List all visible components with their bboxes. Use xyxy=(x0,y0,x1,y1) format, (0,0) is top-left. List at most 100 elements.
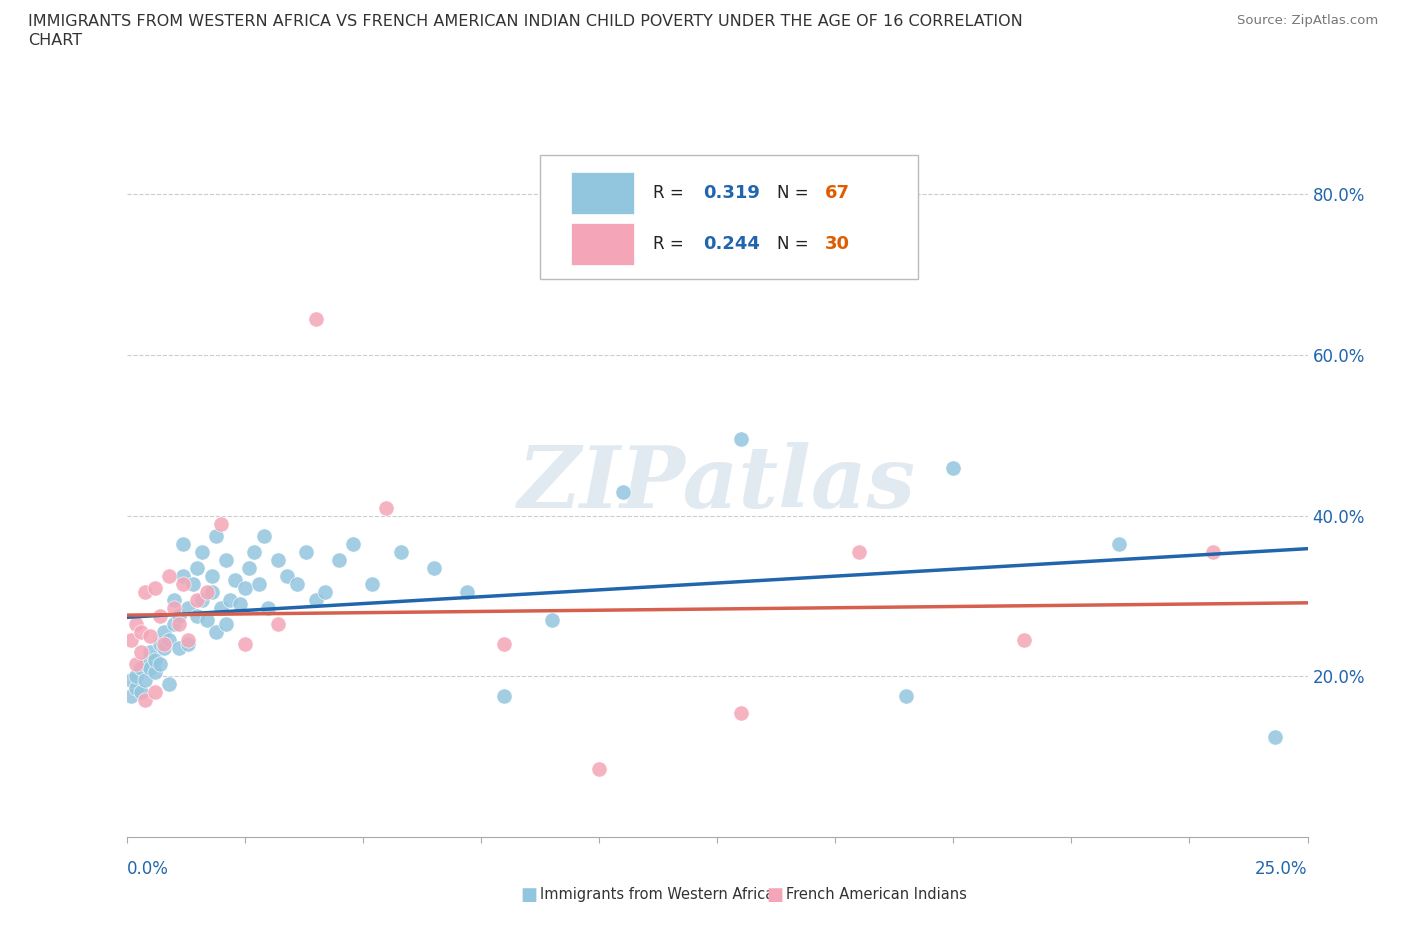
Point xyxy=(1108,537,1130,551)
Point xyxy=(209,516,232,531)
Point xyxy=(191,592,214,607)
Point xyxy=(389,544,412,559)
Point xyxy=(328,552,350,567)
Point xyxy=(157,677,180,692)
Point xyxy=(163,617,186,631)
Point xyxy=(200,585,222,600)
Point xyxy=(172,568,194,583)
Point xyxy=(233,637,256,652)
Point xyxy=(540,613,562,628)
Point xyxy=(157,632,180,647)
Point xyxy=(195,585,218,600)
Point xyxy=(120,673,142,688)
Point xyxy=(120,632,142,647)
Point xyxy=(1202,544,1225,559)
Point xyxy=(153,625,176,640)
Point xyxy=(149,637,172,652)
Point xyxy=(129,644,152,659)
Point xyxy=(125,681,148,696)
Point xyxy=(177,601,200,616)
Point xyxy=(422,561,444,576)
Point xyxy=(134,673,156,688)
Text: R =: R = xyxy=(654,184,689,202)
Point xyxy=(177,632,200,647)
Point xyxy=(172,577,194,591)
Point xyxy=(157,568,180,583)
Text: Source: ZipAtlas.com: Source: ZipAtlas.com xyxy=(1237,14,1378,27)
Point xyxy=(730,432,752,447)
Point xyxy=(172,537,194,551)
Text: R =: R = xyxy=(654,235,689,253)
Point xyxy=(143,653,166,668)
Point xyxy=(129,661,152,676)
Point xyxy=(139,644,162,659)
Text: 0.319: 0.319 xyxy=(703,184,759,202)
Text: CHART: CHART xyxy=(28,33,82,47)
Point xyxy=(494,637,516,652)
Point xyxy=(494,689,516,704)
Point xyxy=(233,580,256,595)
Point xyxy=(134,657,156,671)
Point xyxy=(304,592,326,607)
Point xyxy=(125,617,148,631)
Point xyxy=(143,665,166,680)
Point xyxy=(134,585,156,600)
Point xyxy=(730,705,752,720)
Point xyxy=(139,629,162,644)
Point xyxy=(129,625,152,640)
FancyBboxPatch shape xyxy=(540,155,918,279)
Point xyxy=(149,609,172,624)
Point xyxy=(894,689,917,704)
FancyBboxPatch shape xyxy=(571,172,634,214)
Point xyxy=(129,685,152,700)
Point xyxy=(229,597,252,612)
Text: N =: N = xyxy=(778,235,814,253)
Text: 0.0%: 0.0% xyxy=(127,860,169,878)
Text: Immigrants from Western Africa: Immigrants from Western Africa xyxy=(540,887,775,902)
Point xyxy=(342,537,364,551)
Point xyxy=(139,661,162,676)
Point xyxy=(205,625,228,640)
Point xyxy=(1263,729,1285,744)
Point xyxy=(285,577,308,591)
Text: 30: 30 xyxy=(824,235,849,253)
Point xyxy=(134,693,156,708)
Point xyxy=(224,573,246,588)
Point xyxy=(125,657,148,671)
Point xyxy=(143,685,166,700)
Point xyxy=(375,500,398,515)
Text: ■: ■ xyxy=(766,885,783,904)
Point xyxy=(257,601,280,616)
Point xyxy=(588,762,610,777)
Point xyxy=(186,561,208,576)
FancyBboxPatch shape xyxy=(571,223,634,265)
Point xyxy=(215,617,238,631)
Point xyxy=(267,617,290,631)
Point xyxy=(942,460,965,475)
Text: IMMIGRANTS FROM WESTERN AFRICA VS FRENCH AMERICAN INDIAN CHILD POVERTY UNDER THE: IMMIGRANTS FROM WESTERN AFRICA VS FRENCH… xyxy=(28,14,1024,29)
Point xyxy=(361,577,384,591)
Point xyxy=(125,669,148,684)
Text: French American Indians: French American Indians xyxy=(786,887,967,902)
Point xyxy=(186,592,208,607)
Point xyxy=(238,561,260,576)
Text: 25.0%: 25.0% xyxy=(1256,860,1308,878)
Point xyxy=(456,585,478,600)
Point xyxy=(153,637,176,652)
Point xyxy=(163,592,186,607)
Point xyxy=(167,609,190,624)
Point xyxy=(215,552,238,567)
Point xyxy=(177,637,200,652)
Point xyxy=(143,580,166,595)
Point xyxy=(120,689,142,704)
Point xyxy=(243,544,266,559)
Point xyxy=(219,592,242,607)
Point xyxy=(276,568,298,583)
Point xyxy=(252,528,274,543)
Point xyxy=(1012,632,1035,647)
Text: 0.244: 0.244 xyxy=(703,235,759,253)
Text: N =: N = xyxy=(778,184,814,202)
Point xyxy=(209,601,232,616)
Point xyxy=(149,657,172,671)
Point xyxy=(167,617,190,631)
